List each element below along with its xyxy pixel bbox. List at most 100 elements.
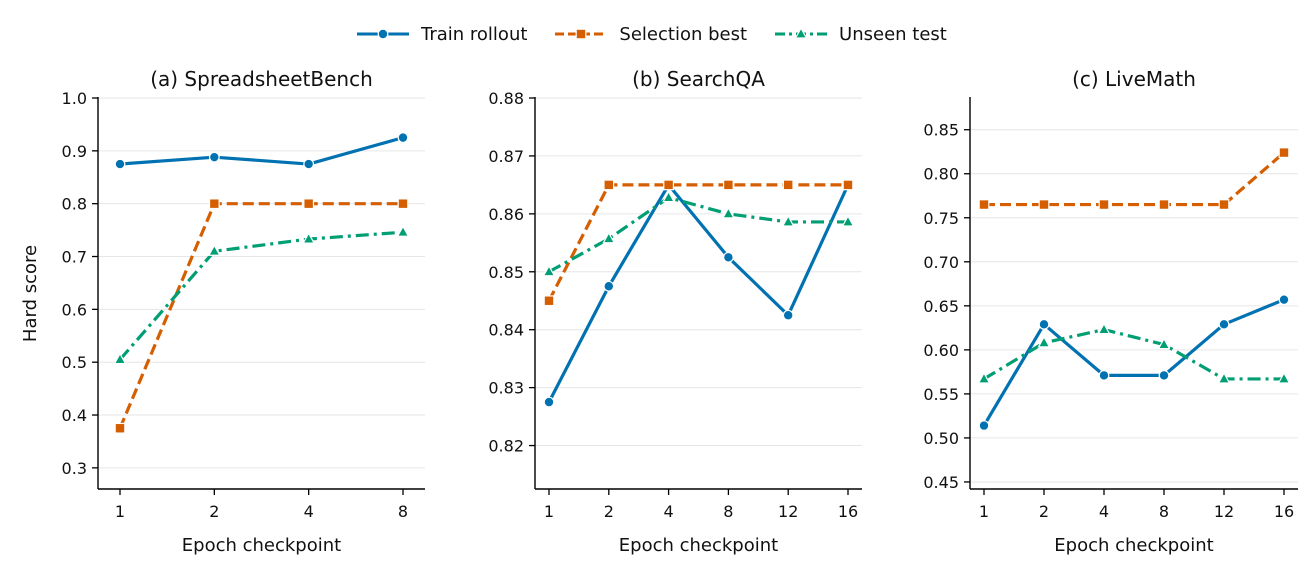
data-point-selection <box>543 295 555 307</box>
data-point-unseen <box>977 371 991 384</box>
panel-1: 0.3 0.4 0.5 0.6 0.7 0.8 0.9 1.0 1 2 4 8 (a) Spreadsh… <box>20 67 425 556</box>
x-axis-label: Epoch checkpoint <box>619 535 778 556</box>
data-point-train <box>1158 369 1170 381</box>
data-point-train <box>543 396 555 408</box>
series-selection <box>978 147 1290 210</box>
y-tick-label: 0.7 <box>62 248 87 267</box>
legend-item-train: Train rollout <box>355 24 527 45</box>
data-point-selection <box>208 198 220 210</box>
y-tick-label: 0.85 <box>488 263 524 282</box>
x-tick-label: 2 <box>604 502 614 521</box>
y-tick-label: 0.88 <box>488 89 524 108</box>
data-point-train <box>1218 318 1230 330</box>
series-selection <box>114 198 409 434</box>
x-tick-label: 4 <box>664 502 674 521</box>
data-point-selection <box>1038 199 1050 210</box>
panel-2: 0.820.830.840.850.860.870.881 2 4 8 12 16(b) … <box>488 67 862 556</box>
y-tick-label: 0.83 <box>488 379 524 398</box>
y-tick-label: 0.70 <box>923 253 959 272</box>
data-point-train <box>1278 294 1290 306</box>
data-point-selection <box>1278 147 1290 158</box>
x-axis-label: Epoch checkpoint <box>182 535 341 556</box>
series-line-unseen <box>983 328 1284 381</box>
data-point-train <box>397 132 409 144</box>
x-tick-label: 16 <box>838 502 858 521</box>
legend-swatch-selection <box>555 28 608 40</box>
series-train <box>114 132 409 170</box>
panel-3: 0.450.500.550.600.650.700.750.800.851 2 4 8… <box>923 67 1298 556</box>
y-tick-label: 0.82 <box>488 437 524 456</box>
data-point-unseen <box>781 214 795 227</box>
x-axis-label: Epoch checkpoint <box>1054 535 1213 556</box>
y-axis-label: Hard score <box>20 245 41 342</box>
y-tick-label: 0.80 <box>923 165 959 184</box>
y-tick-label: 0.86 <box>488 205 524 224</box>
legend-marker-unseen <box>794 26 808 39</box>
data-point-selection <box>842 179 854 191</box>
data-point-unseen <box>1157 337 1171 350</box>
data-point-selection <box>397 198 409 210</box>
series-selection <box>543 179 854 307</box>
y-tick-label: 0.85 <box>923 121 959 140</box>
legend-label-train: Train rollout <box>421 23 528 45</box>
data-point-unseen <box>1217 371 1231 384</box>
x-tick-label: 8 <box>723 502 733 521</box>
series-line-selection <box>984 151 1286 207</box>
x-tick-label: 8 <box>1159 502 1169 521</box>
series-line-unseen <box>118 230 404 361</box>
y-tick-label: 0.65 <box>923 297 959 316</box>
data-point-unseen <box>841 214 855 227</box>
y-tick-label: 0.45 <box>923 473 959 492</box>
data-point-unseen <box>302 232 316 244</box>
x-tick-label: 12 <box>1214 502 1234 521</box>
x-tick-label: 2 <box>1039 502 1049 521</box>
x-tick-label: 4 <box>1099 502 1109 521</box>
data-point-train <box>1098 369 1110 381</box>
data-point-selection <box>1158 199 1170 210</box>
legend-swatch-unseen <box>775 26 828 39</box>
y-tick-label: 0.5 <box>62 353 87 372</box>
data-point-unseen <box>1277 371 1291 384</box>
y-tick-label: 0.6 <box>62 300 87 319</box>
data-point-selection <box>1098 199 1110 210</box>
y-tick-label: 0.55 <box>923 385 959 404</box>
legend-label-unseen: Unseen test <box>839 23 947 45</box>
data-point-train <box>782 309 794 321</box>
x-tick-label: 8 <box>398 502 408 521</box>
data-point-selection <box>114 422 126 434</box>
data-point-selection <box>303 198 315 210</box>
data-point-train <box>1038 318 1050 330</box>
data-point-selection <box>603 179 615 191</box>
panel-title: (c) LiveMath <box>1072 67 1196 91</box>
panel-title: (a) SpreadsheetBench <box>150 67 373 91</box>
panel-title: (b) SearchQA <box>632 67 765 91</box>
x-tick-label: 1 <box>979 502 989 521</box>
series-unseen <box>542 190 855 277</box>
x-tick-label: 12 <box>778 502 798 521</box>
series-unseen <box>113 225 410 365</box>
y-tick-label: 0.84 <box>488 321 524 340</box>
x-tick-label: 16 <box>1274 502 1294 521</box>
y-tick-label: 0.9 <box>62 142 87 161</box>
series-line-train <box>119 136 404 166</box>
series-train <box>978 294 1290 431</box>
data-point-unseen <box>113 352 127 365</box>
data-point-unseen <box>662 190 676 203</box>
x-tick-label: 2 <box>209 502 219 521</box>
data-point-train <box>114 158 126 170</box>
data-point-unseen <box>602 231 616 244</box>
series-line-unseen <box>548 196 848 274</box>
x-tick-label: 1 <box>544 502 554 521</box>
legend-label-selection: Selection best <box>619 23 748 45</box>
legend-swatch-train <box>357 28 409 40</box>
data-point-selection <box>978 199 990 210</box>
data-point-unseen <box>542 264 556 277</box>
x-tick-label: 4 <box>304 502 314 521</box>
data-point-unseen <box>207 244 221 256</box>
data-point-train <box>978 420 990 431</box>
series-line-selection <box>118 202 403 429</box>
data-point-selection <box>782 179 794 191</box>
y-tick-label: 0.3 <box>62 459 87 478</box>
y-tick-label: 0.8 <box>62 195 87 214</box>
